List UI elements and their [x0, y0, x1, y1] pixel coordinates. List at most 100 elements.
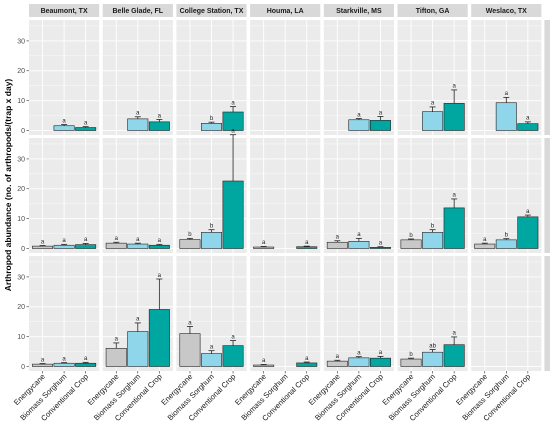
bar — [222, 180, 244, 249]
significance-label: a — [505, 91, 509, 97]
bar — [422, 232, 444, 249]
significance-label: b — [210, 116, 214, 122]
bar — [75, 244, 97, 249]
significance-label: a — [41, 239, 45, 245]
significance-label: a — [84, 120, 88, 126]
bar — [348, 357, 370, 367]
bar — [127, 331, 149, 367]
bar — [53, 125, 75, 131]
significance-label: a — [136, 317, 140, 323]
column-strip — [471, 4, 542, 17]
significance-label: a — [84, 237, 88, 243]
significance-label: a — [115, 236, 119, 242]
significance-label: a — [357, 350, 361, 356]
panel: aa — [397, 20, 468, 135]
bar — [201, 353, 222, 367]
y-tick-label: 30 — [17, 156, 25, 163]
significance-label: a — [379, 350, 383, 356]
row-strip-label: 2022 — [549, 308, 550, 324]
column-strip-label: Starkville, MS — [336, 8, 382, 15]
bar — [400, 239, 422, 249]
significance-label: b — [409, 233, 413, 239]
y-tick-label: 0 — [21, 128, 25, 135]
panel — [250, 20, 321, 135]
panel: b b a — [397, 138, 468, 253]
column-strip-label: College Station, TX — [180, 8, 244, 15]
bar — [495, 102, 517, 131]
bar — [517, 216, 539, 249]
row-strip-label: 2020 — [549, 72, 550, 88]
significance-label: a — [210, 344, 214, 350]
bar — [348, 241, 370, 249]
bar — [201, 123, 222, 131]
panel: aaa — [102, 256, 173, 371]
significance-label: a — [62, 356, 66, 362]
y-tick-label: 10 — [17, 216, 25, 223]
significance-label: a — [379, 110, 383, 116]
column-strip-label: Weslaco, TX — [486, 8, 527, 15]
panel: b ab a — [397, 256, 468, 371]
significance-label: a — [262, 358, 266, 364]
significance-label: b — [210, 224, 214, 230]
significance-label: a — [158, 238, 162, 244]
bar — [326, 360, 348, 367]
significance-label: ab — [429, 343, 436, 349]
bar — [369, 120, 391, 131]
significance-label: a — [452, 84, 456, 90]
column-strip — [250, 4, 321, 17]
column-strip-label: Houma, LA — [267, 8, 304, 15]
bar — [253, 246, 275, 249]
significance-label: a — [62, 238, 66, 244]
panel: aa — [471, 20, 542, 135]
bar — [422, 351, 444, 367]
column-strip — [176, 4, 247, 17]
significance-label: a — [231, 334, 235, 340]
significance-label: a — [431, 101, 435, 107]
significance-label: a — [357, 112, 361, 118]
column-strip-label: Belle Glade, FL — [113, 8, 164, 15]
significance-label: a — [262, 240, 266, 246]
panel: b b a — [176, 129, 247, 253]
significance-label: a — [379, 241, 383, 247]
bar — [148, 121, 170, 131]
bar — [296, 246, 318, 249]
bar — [253, 364, 275, 367]
facet-grid: Beaumont, TX Belle Glade, FL College Stati… — [12, 4, 550, 423]
bar — [517, 123, 539, 131]
y-tick-label: 30 — [17, 274, 25, 281]
bar — [400, 358, 422, 367]
bar — [75, 127, 97, 131]
column-strip — [29, 4, 100, 17]
panel: aaa — [176, 256, 247, 371]
bar — [422, 111, 444, 131]
significance-label: a — [526, 116, 530, 122]
significance-label: b — [188, 232, 192, 238]
bar — [474, 243, 496, 249]
y-tick-label: 20 — [17, 186, 25, 193]
bar — [127, 243, 149, 249]
y-tick-label: 20 — [17, 68, 25, 75]
bar — [201, 232, 222, 249]
significance-label: a — [41, 357, 45, 363]
y-tick-label: 20 — [17, 304, 25, 311]
bar — [495, 239, 517, 249]
significance-label: a — [158, 113, 162, 119]
row-strip-label: 2021 — [549, 190, 550, 206]
y-tick-label: 0 — [21, 246, 25, 253]
panel: a b a — [471, 138, 542, 253]
bar — [32, 363, 54, 367]
y-tick-label: 10 — [17, 334, 25, 341]
column-strip — [397, 4, 468, 17]
bar — [53, 244, 75, 249]
significance-label: a — [231, 100, 235, 106]
column-strip — [323, 4, 394, 17]
significance-label: a — [336, 235, 340, 241]
bar — [53, 362, 75, 367]
